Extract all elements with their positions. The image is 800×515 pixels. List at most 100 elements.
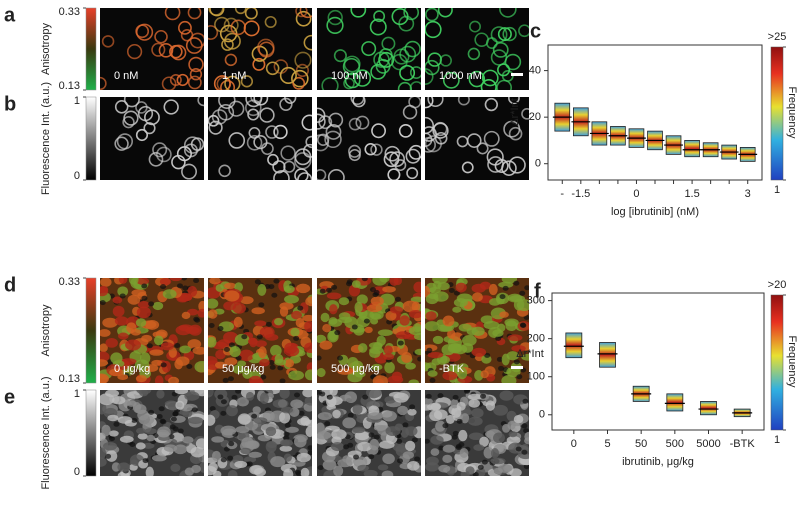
cell bbox=[425, 97, 434, 109]
cell bbox=[100, 329, 111, 337]
nucleus bbox=[208, 323, 215, 329]
cell bbox=[244, 8, 258, 20]
nucleus bbox=[105, 453, 112, 459]
cell bbox=[327, 168, 345, 180]
cell bbox=[484, 97, 498, 112]
x-tick-label: - bbox=[560, 188, 564, 200]
cell bbox=[101, 424, 111, 437]
cell bbox=[208, 336, 217, 348]
cell bbox=[259, 392, 269, 405]
nucleus bbox=[343, 444, 350, 450]
cell bbox=[338, 297, 350, 306]
nucleus bbox=[277, 365, 284, 371]
cell bbox=[371, 363, 383, 371]
cell bbox=[506, 351, 519, 361]
cell bbox=[122, 116, 135, 129]
nucleus bbox=[334, 330, 341, 336]
cell bbox=[100, 76, 107, 90]
y-tick-label: 20 bbox=[529, 111, 541, 123]
cell bbox=[214, 16, 230, 33]
cell bbox=[293, 435, 307, 448]
cell bbox=[320, 312, 330, 323]
cell bbox=[493, 467, 503, 475]
cell bbox=[161, 76, 177, 90]
cell bbox=[479, 436, 489, 447]
panel-letter: d bbox=[4, 274, 16, 296]
cell bbox=[369, 438, 380, 451]
image-label: 100 nM bbox=[331, 70, 368, 82]
cell bbox=[245, 391, 255, 401]
nucleus bbox=[258, 302, 265, 308]
cell bbox=[194, 360, 204, 373]
nucleus bbox=[481, 459, 488, 465]
cell bbox=[497, 63, 511, 77]
nucleus bbox=[194, 317, 201, 323]
nucleus bbox=[170, 416, 177, 422]
cell bbox=[107, 414, 119, 422]
nucleus bbox=[268, 360, 275, 366]
nucleus bbox=[363, 318, 370, 324]
cell bbox=[377, 464, 389, 471]
nucleus bbox=[131, 417, 138, 423]
cell bbox=[300, 416, 310, 426]
nucleus bbox=[209, 406, 216, 412]
cell bbox=[518, 24, 529, 38]
nucleus bbox=[256, 334, 263, 340]
cell bbox=[154, 375, 164, 383]
nucleus bbox=[269, 364, 276, 370]
cell bbox=[168, 347, 177, 358]
cell bbox=[354, 431, 370, 441]
cell bbox=[143, 122, 156, 135]
cell bbox=[235, 425, 250, 434]
cell bbox=[365, 390, 382, 399]
cell bbox=[372, 375, 389, 383]
cell bbox=[492, 329, 504, 337]
cell bbox=[442, 444, 456, 453]
cell bbox=[326, 292, 342, 300]
cell bbox=[265, 440, 277, 453]
cell bbox=[164, 8, 181, 21]
cell bbox=[373, 424, 386, 432]
nucleus bbox=[160, 284, 167, 290]
cell bbox=[501, 353, 510, 366]
cell bbox=[243, 456, 257, 463]
nucleus bbox=[411, 437, 418, 443]
x-tick-label: 0 bbox=[571, 438, 577, 450]
cell bbox=[295, 283, 311, 294]
cell bbox=[361, 41, 377, 57]
cell bbox=[326, 16, 344, 35]
panel-letter: f bbox=[534, 280, 541, 302]
cell bbox=[431, 358, 441, 366]
box bbox=[565, 332, 583, 359]
cell bbox=[408, 379, 420, 383]
cell bbox=[457, 97, 470, 106]
nucleus bbox=[193, 278, 200, 284]
cell bbox=[294, 148, 312, 166]
cell bbox=[407, 461, 420, 471]
nucleus bbox=[452, 394, 459, 400]
cell bbox=[350, 8, 367, 18]
cell bbox=[295, 10, 312, 27]
cell bbox=[369, 348, 381, 359]
nucleus bbox=[222, 377, 229, 383]
cell bbox=[483, 130, 500, 147]
cell bbox=[114, 316, 129, 326]
y-tick-label: 0 bbox=[539, 409, 545, 421]
micrograph bbox=[208, 278, 312, 383]
cell bbox=[438, 464, 451, 473]
cell bbox=[508, 126, 523, 141]
cell bbox=[251, 307, 265, 315]
nucleus bbox=[368, 432, 375, 438]
cell bbox=[291, 69, 309, 88]
colorbar-tick-label: 0 bbox=[74, 466, 80, 478]
cell bbox=[114, 100, 129, 114]
panel-letter: c bbox=[530, 20, 541, 42]
cell bbox=[408, 144, 421, 160]
cell bbox=[270, 344, 282, 357]
cell bbox=[357, 464, 369, 472]
cell bbox=[134, 359, 150, 371]
nucleus bbox=[273, 278, 280, 284]
cell bbox=[371, 123, 387, 139]
cell bbox=[270, 456, 286, 468]
cell bbox=[302, 314, 312, 322]
